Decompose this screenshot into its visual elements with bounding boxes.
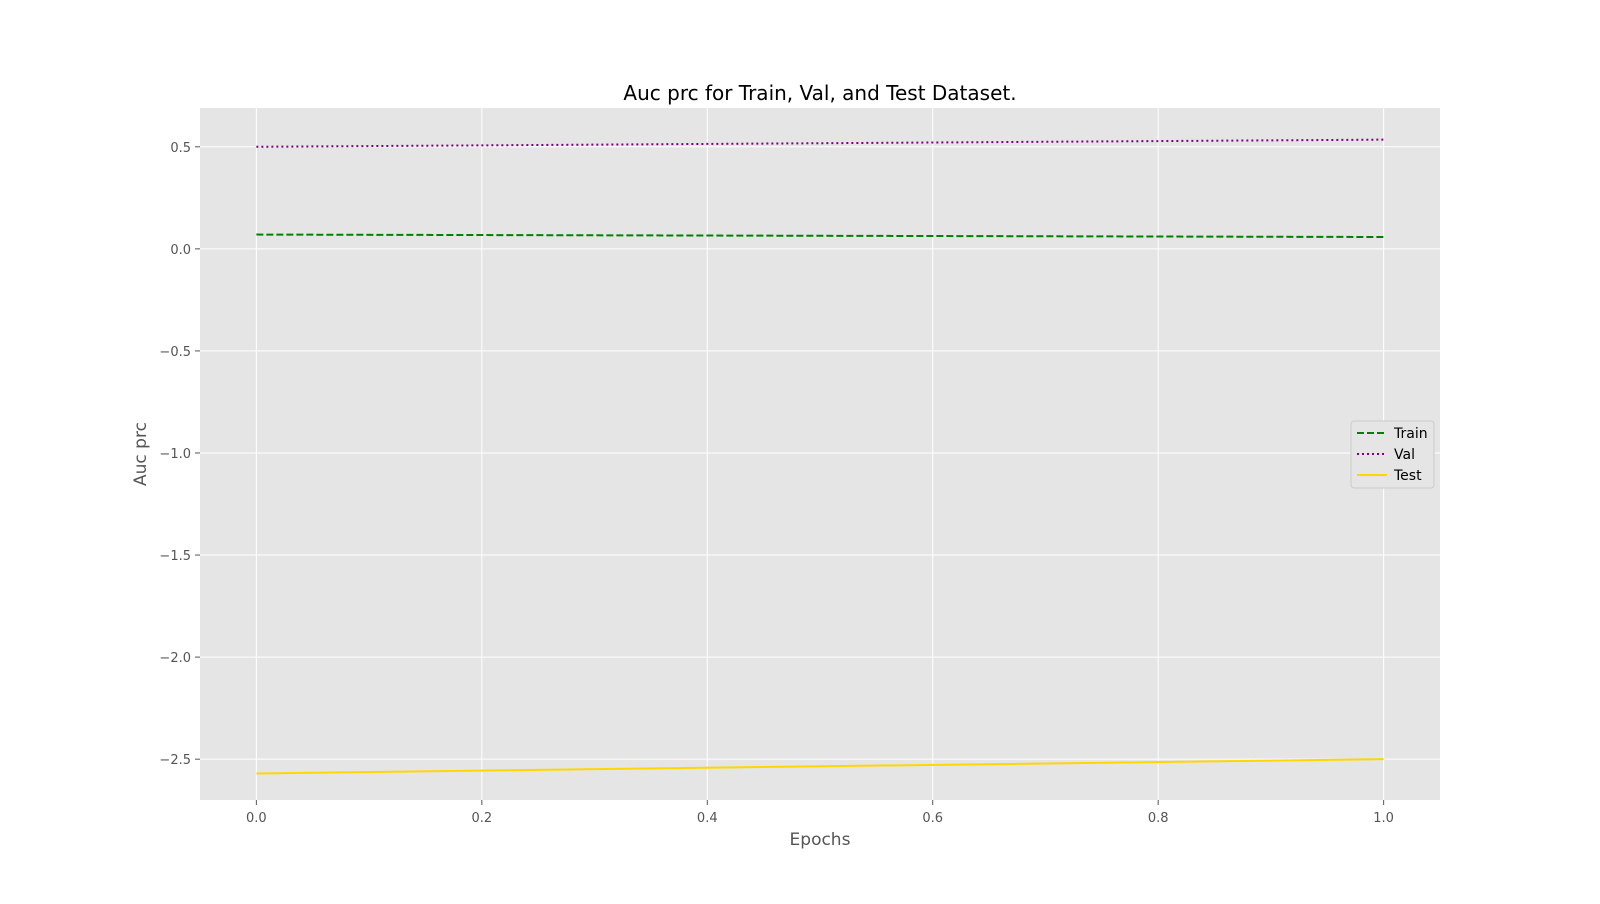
x-tick-label: 0.6 [922,811,943,826]
legend-test-label: Test [1393,468,1422,484]
legend-val-label: Val [1394,447,1415,463]
series-line-train [256,233,1384,239]
x-tick-label: 0.2 [471,811,492,826]
x-tick-label: 0.0 [246,811,267,826]
y-tick-label: 0.0 [170,243,191,258]
y-tick-label: 0.5 [170,141,191,156]
x-tick-label: 0.4 [697,811,718,826]
x-tick-label: 0.8 [1148,811,1169,826]
series-lines [256,138,1384,775]
y-tick-label: −1.5 [159,549,191,564]
series-line-test [256,758,1384,775]
chart-title: Auc prc for Train, Val, and Test Dataset… [623,81,1016,105]
legend-frame [1350,420,1435,489]
x-tick-label: 1.0 [1373,811,1394,826]
legend: Train Val Test [1350,420,1435,489]
y-tick-label: −0.5 [159,345,191,360]
y-tick-label: −2.5 [159,753,191,768]
legend-train-label: Train [1393,426,1428,442]
y-axis-label: Auc prc [131,422,151,486]
axis-ticks: 0.0 0.2 0.4 0.6 0.8 1.0 0.5 0.0 −0.5 −1.0 −1.5 −2.0… [159,141,1394,826]
x-axis-label: Epochs [790,830,851,850]
y-tick-label: −1.0 [159,447,191,462]
y-tick-label: −2.0 [159,651,191,666]
plot-background [200,108,1440,800]
